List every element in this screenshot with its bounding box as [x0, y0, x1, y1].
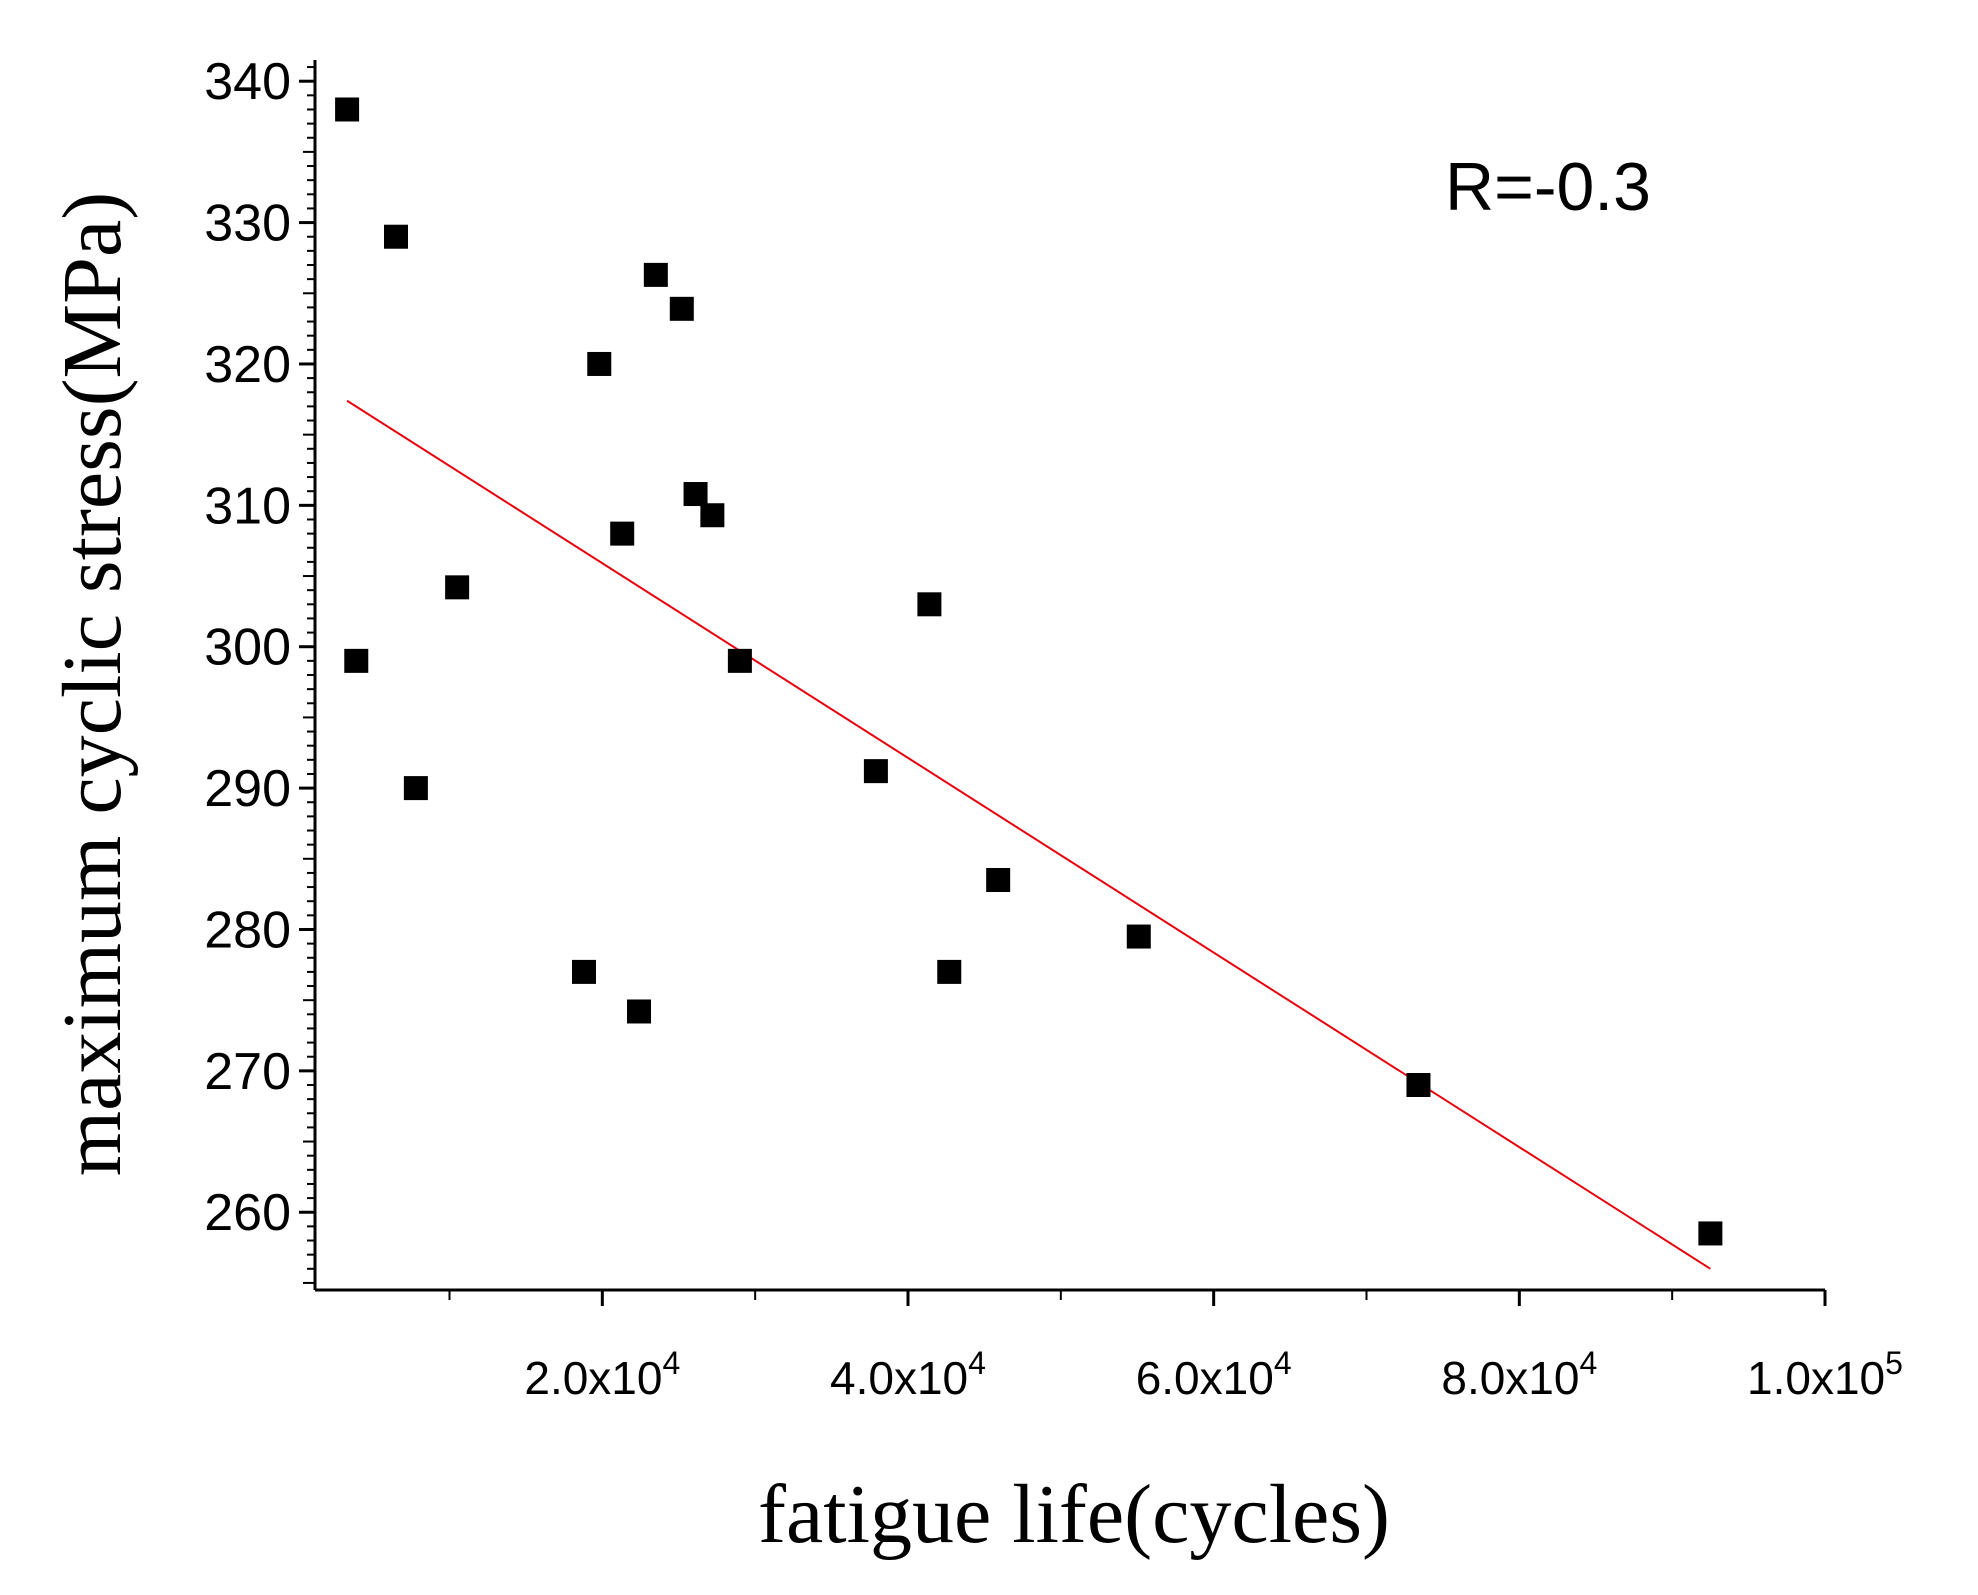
data-point [669, 296, 694, 321]
y-axis-title: maximum cyclic stress(MPa) [46, 192, 139, 1176]
data-point [1406, 1073, 1431, 1097]
y-tick-label: 300 [204, 619, 291, 677]
data-point [917, 592, 942, 617]
data-point [937, 959, 962, 984]
data-point [1698, 1221, 1723, 1246]
x-tick-label: 4.0x104 [830, 1345, 986, 1404]
y-tick-label: 280 [204, 901, 291, 959]
data-point [643, 262, 668, 287]
x-tick-label: 8.0x104 [1441, 1345, 1597, 1404]
y-tick-label: 290 [204, 760, 291, 818]
x-tick-label: 1.0x105 [1747, 1345, 1903, 1404]
y-tick-label: 260 [204, 1184, 291, 1242]
data-point [727, 648, 752, 673]
fit-line-layer [346, 399, 1711, 1270]
x-tick-label: 6.0x104 [1136, 1345, 1292, 1404]
annotation-r-value: R=-0.3 [1445, 149, 1651, 225]
data-point [403, 776, 428, 801]
data-point [587, 351, 612, 376]
data-point [986, 868, 1011, 892]
x-tick-label: 2.0x104 [524, 1345, 680, 1404]
data-point [863, 759, 888, 784]
data-point [1126, 924, 1151, 949]
y-tick-label: 310 [204, 477, 291, 535]
data-point [445, 575, 470, 600]
data-point [571, 959, 596, 984]
data-point [683, 482, 708, 507]
data-point [344, 648, 369, 673]
fit-line [346, 399, 1711, 1270]
data-point [610, 521, 635, 546]
x-axis-title: fatigue life(cycles) [758, 1468, 1390, 1561]
y-tick-label: 320 [204, 336, 291, 394]
y-tick-label: 270 [204, 1043, 291, 1101]
data-point [335, 97, 360, 122]
data-point [627, 999, 652, 1024]
y-tick-label: 330 [204, 195, 291, 253]
data-points [335, 97, 1723, 1246]
y-tick-label: 340 [204, 53, 291, 111]
data-point [700, 503, 725, 528]
data-point [384, 224, 409, 249]
axes: 260 270 280 290 300 310 320 330 340 2.0x104 4.0x10… [204, 53, 1903, 1404]
